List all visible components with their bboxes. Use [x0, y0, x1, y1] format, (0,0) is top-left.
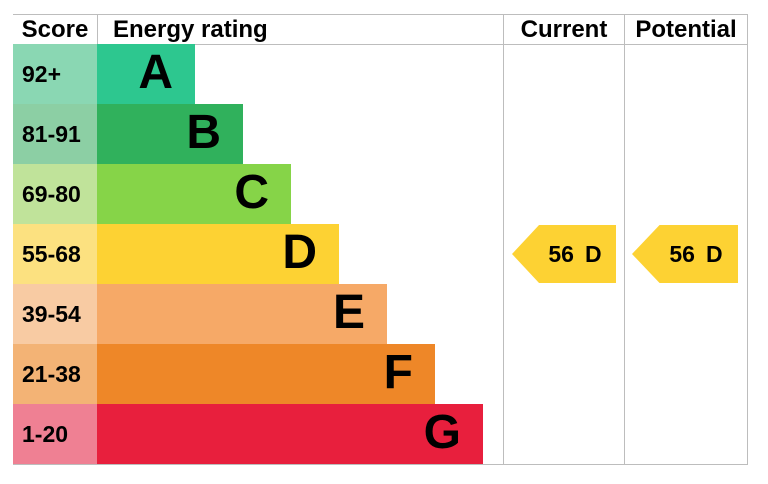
- score-column-divider: [97, 14, 98, 44]
- potential-rating-grade: D: [705, 240, 723, 267]
- band-row-d: 55-68 D: [13, 224, 339, 284]
- header-divider: [13, 44, 748, 45]
- band-row-g: 1-20 G: [13, 404, 483, 464]
- score-range-c: 69-80: [13, 164, 97, 224]
- potential-rating-score: 56: [669, 240, 695, 267]
- score-range-e: 39-54: [13, 284, 97, 344]
- score-column-header: Score: [21, 16, 89, 43]
- band-bar-g: G: [97, 404, 483, 464]
- band-bar-b: B: [97, 104, 243, 164]
- band-bar-f: F: [97, 344, 435, 404]
- score-range-d: 55-68: [13, 224, 97, 284]
- score-range-f: 21-38: [13, 344, 97, 404]
- table-border-bottom: [13, 464, 748, 465]
- band-row-b: 81-91 B: [13, 104, 243, 164]
- current-rating-score: 56: [548, 240, 574, 267]
- band-bar-a: A: [97, 44, 195, 104]
- score-range-g: 1-20: [13, 404, 97, 464]
- energy-rating-column-header: Energy rating: [113, 16, 268, 43]
- table-border-right: [747, 14, 748, 465]
- band-row-a: 92+ A: [13, 44, 195, 104]
- potential-column-divider: [624, 14, 625, 465]
- band-row-e: 39-54 E: [13, 284, 387, 344]
- band-row-c: 69-80 C: [13, 164, 291, 224]
- band-bar-c: C: [97, 164, 291, 224]
- score-range-b: 81-91: [13, 104, 97, 164]
- current-rating-arrow: 56 D: [512, 225, 616, 283]
- band-row-f: 21-38 F: [13, 344, 435, 404]
- potential-rating-arrow: 56 D: [632, 225, 738, 283]
- current-column-header: Current: [520, 16, 608, 43]
- band-bar-d: D: [97, 224, 339, 284]
- table-border-top: [13, 14, 748, 15]
- score-range-a: 92+: [13, 44, 97, 104]
- potential-column-header: Potential: [635, 16, 737, 43]
- band-bar-e: E: [97, 284, 387, 344]
- current-rating-grade: D: [584, 240, 602, 267]
- current-column-divider: [503, 14, 504, 465]
